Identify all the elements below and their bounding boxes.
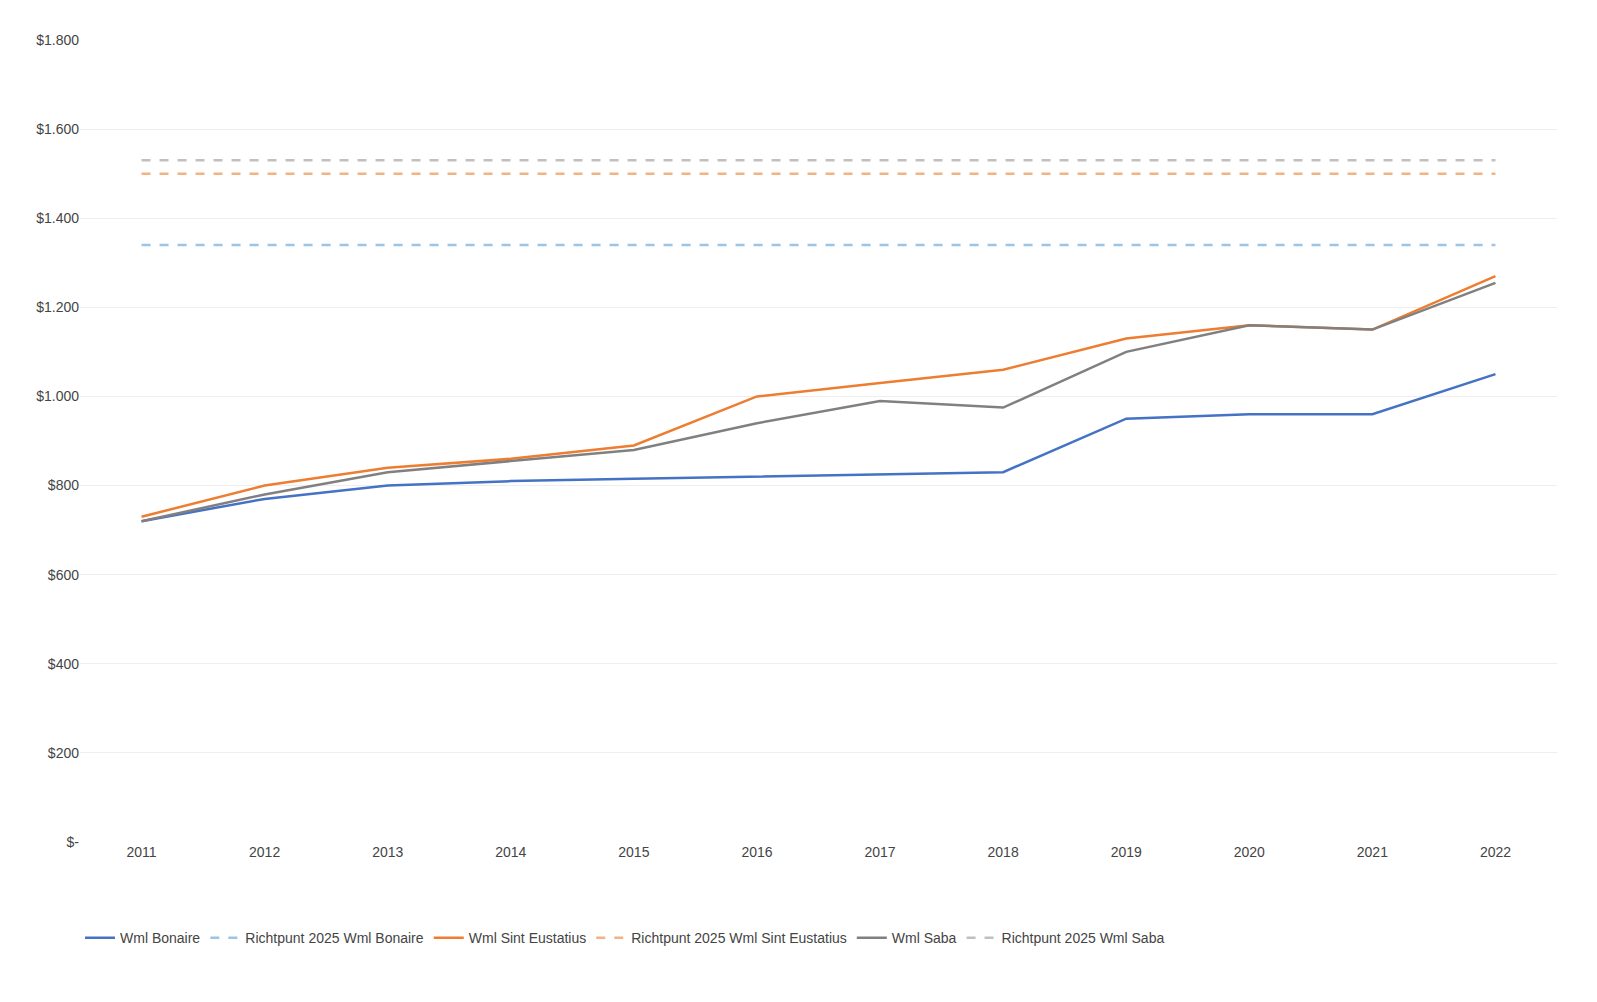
- svg-text:2019: 2019: [1111, 844, 1142, 860]
- svg-text:$600: $600: [48, 567, 79, 583]
- svg-text:2014: 2014: [495, 844, 526, 860]
- svg-text:$1.200: $1.200: [36, 299, 79, 315]
- svg-text:$1.800: $1.800: [36, 32, 79, 48]
- svg-text:2012: 2012: [249, 844, 280, 860]
- svg-text:Richtpunt 2025 Wml Sint Eustat: Richtpunt 2025 Wml Sint Eustatius: [631, 930, 847, 946]
- svg-text:2022: 2022: [1480, 844, 1511, 860]
- svg-text:2021: 2021: [1357, 844, 1388, 860]
- svg-text:$-: $-: [67, 834, 80, 850]
- svg-text:$1.600: $1.600: [36, 121, 79, 137]
- svg-text:$800: $800: [48, 477, 79, 493]
- svg-text:2011: 2011: [126, 844, 156, 860]
- svg-text:$1.400: $1.400: [36, 210, 79, 226]
- svg-text:Richtpunt 2025 Wml Bonaire: Richtpunt 2025 Wml Bonaire: [245, 930, 423, 946]
- svg-text:Wml Sint Eustatius: Wml Sint Eustatius: [469, 930, 586, 946]
- svg-text:$400: $400: [48, 656, 79, 672]
- svg-text:2016: 2016: [741, 844, 772, 860]
- svg-text:Wml Bonaire: Wml Bonaire: [120, 930, 200, 946]
- svg-text:2013: 2013: [372, 844, 403, 860]
- svg-text:2018: 2018: [988, 844, 1019, 860]
- svg-text:2015: 2015: [618, 844, 649, 860]
- svg-text:$1.000: $1.000: [36, 388, 79, 404]
- svg-text:$200: $200: [48, 745, 79, 761]
- svg-text:Wml Saba: Wml Saba: [892, 930, 957, 946]
- svg-text:Richtpunt 2025 Wml Saba: Richtpunt 2025 Wml Saba: [1002, 930, 1165, 946]
- svg-text:2017: 2017: [864, 844, 895, 860]
- svg-text:2020: 2020: [1234, 844, 1265, 860]
